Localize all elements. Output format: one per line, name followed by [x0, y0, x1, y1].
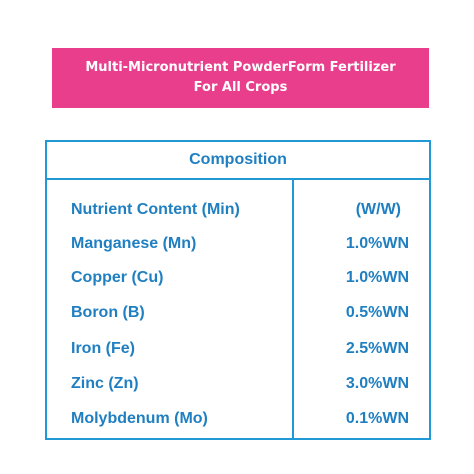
- column-divider: [292, 180, 294, 440]
- nutrient-value: 1.0%WN: [345, 235, 409, 252]
- table-header-row: Nutrient Content (Min) (W/W): [47, 196, 429, 224]
- table-row: Molybdenum (Mo) 0.1%WN: [47, 405, 429, 433]
- nutrient-value: 0.5%WN: [345, 304, 409, 321]
- nutrient-value: 3.0%WN: [345, 375, 409, 392]
- table-row: Manganese (Mn) 1.0%WN: [47, 230, 429, 258]
- nutrient-name: Iron (Fe): [71, 340, 135, 357]
- table-row: Iron (Fe) 2.5%WN: [47, 335, 429, 363]
- title-banner: Multi-Micronutrient PowderForm Fertilize…: [52, 48, 429, 108]
- table-row: Boron (B) 0.5%WN: [47, 299, 429, 327]
- banner-title-line-1: Multi-Micronutrient PowderForm Fertilize…: [85, 60, 396, 75]
- nutrient-value: 0.1%WN: [345, 410, 409, 427]
- nutrient-value: 2.5%WN: [345, 340, 409, 357]
- nutrient-name: Manganese (Mn): [71, 235, 197, 252]
- nutrient-name: Boron (B): [71, 304, 145, 321]
- table-title: Composition: [47, 142, 429, 180]
- banner-title-line-2: For All Crops: [193, 80, 288, 95]
- table-row: Copper (Cu) 1.0%WN: [47, 264, 429, 292]
- header-nutrient-label: Nutrient Content (Min): [71, 201, 240, 218]
- nutrient-name: Molybdenum (Mo): [71, 410, 208, 427]
- nutrient-name: Copper (Cu): [71, 269, 164, 286]
- table-row: Zinc (Zn) 3.0%WN: [47, 370, 429, 398]
- nutrient-value: 1.0%WN: [345, 269, 409, 286]
- nutrient-name: Zinc (Zn): [71, 375, 139, 392]
- composition-table: Composition Nutrient Content (Min) (W/W)…: [45, 140, 431, 440]
- header-value-label: (W/W): [355, 201, 401, 218]
